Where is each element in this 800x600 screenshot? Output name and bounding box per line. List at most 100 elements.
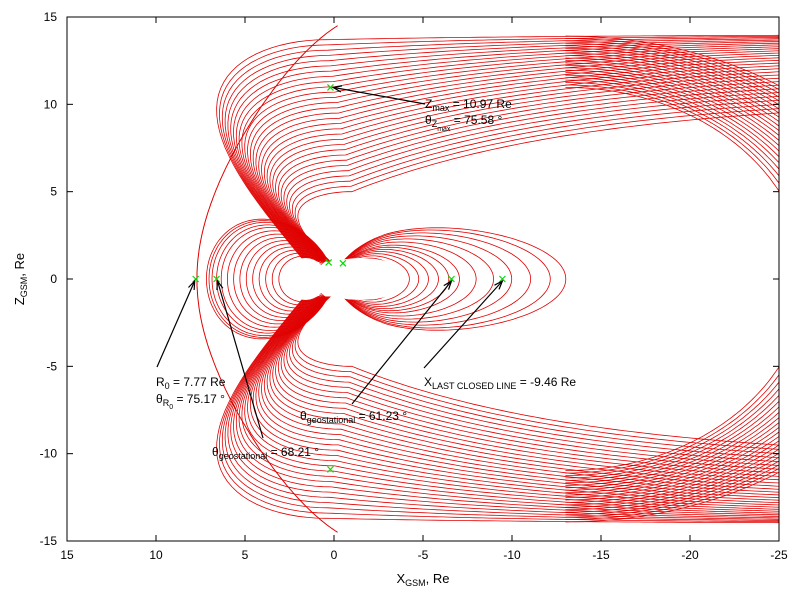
arrow-geo-day: [216, 280, 264, 439]
open-field-line: [277, 84, 779, 262]
lobe-field-line: [565, 47, 779, 511]
open-field-line: [221, 37, 779, 262]
open-field-line: [230, 41, 779, 262]
nightside-field-line: [342, 251, 429, 307]
open-field-line: [230, 296, 779, 517]
lobe-field-line: [565, 62, 779, 496]
open-field-line: [233, 296, 779, 516]
nightside-field-line: [340, 232, 532, 326]
open-field-line: [227, 39, 779, 262]
r0-label: R0 = 7.77 Re: [156, 375, 226, 391]
open-field-line: [277, 296, 779, 474]
open-field-line: [250, 54, 779, 262]
markers: [192, 83, 506, 473]
axis-ticks: 15 10 5 0 -5 -10 -15 -20 -25 15 10 5 0 -5 -10 -15: [40, 10, 788, 562]
lobe-field-line: [565, 84, 779, 474]
open-field-line: [275, 296, 779, 477]
open-field-line: [218, 35, 779, 262]
lobe-field-line: [565, 35, 779, 523]
open-field-line: [247, 296, 779, 506]
open-field-line: [263, 296, 779, 490]
lobe-field-line: [565, 79, 779, 479]
lobe-field-line: [565, 57, 779, 501]
open-field-line: [272, 77, 779, 262]
x-tick-label: -5: [418, 548, 429, 562]
nightside-field-line: [342, 249, 439, 309]
x-axis-title: XGSM, Re: [396, 571, 449, 588]
open-field-line: [286, 95, 779, 262]
x-tick-label: 15: [60, 548, 74, 562]
open-field-line: [280, 296, 779, 470]
open-field-line: [221, 296, 779, 521]
lobe-field-line: [565, 40, 779, 518]
open-field-line: [255, 296, 779, 499]
open-field-line: [252, 296, 779, 501]
open-field-line: [266, 296, 779, 487]
arrow-r0: [156, 280, 196, 368]
y-tick-label: -15: [40, 534, 58, 548]
x-tick-label: -25: [770, 548, 788, 562]
open-field-line: [244, 296, 779, 508]
x-tick-label: -15: [592, 548, 610, 562]
arrow-geo-day-head: [216, 279, 224, 291]
open-field-line: [255, 59, 779, 262]
green-point-marker: [327, 465, 334, 473]
inner-region-night: [312, 258, 409, 300]
annotation-arrows: [156, 85, 504, 439]
green-point-marker: [325, 258, 333, 266]
nightside-field-line: [340, 235, 513, 323]
open-field-line: [258, 296, 779, 496]
lobe-field-line: [565, 38, 779, 520]
annotation-geo-night: θgeostational = 61.23 °: [300, 409, 407, 425]
open-field-line: [297, 112, 779, 262]
open-field-line: [294, 108, 779, 262]
lobe-field-line: [565, 67, 779, 491]
nightside-field-line: [339, 227, 567, 331]
y-tick-label: 15: [44, 10, 58, 24]
y-tick-label: -10: [40, 447, 58, 461]
theta-geo-day-label: θgeostational = 68.21 °: [212, 445, 319, 461]
open-field-line: [286, 296, 779, 463]
arrow-geo-night: [351, 280, 452, 405]
green-point-marker: [498, 275, 506, 283]
open-field-line: [258, 62, 779, 262]
nightside-field-line: [341, 246, 450, 312]
x-tick-label: -10: [503, 548, 521, 562]
annotation-zmax: Zmax = 10.97 Re θZmax = 75.58 °: [425, 97, 512, 133]
xlast-label: XLAST CLOSED LINE = -9.46 Re: [424, 375, 576, 391]
open-field-line: [216, 34, 779, 262]
lobe-field-line: [565, 72, 779, 486]
open-field-line: [263, 68, 779, 262]
nightside-field-line: [340, 229, 551, 329]
arrow-r0-head: [188, 279, 196, 291]
annotation-xlast: XLAST CLOSED LINE = -9.46 Re: [424, 375, 576, 391]
open-field-line: [218, 296, 779, 523]
lobe-field-line: [565, 74, 779, 484]
open-field-line: [275, 81, 779, 262]
theta-geo-night-label: θgeostational = 61.23 °: [300, 409, 407, 425]
green-point-marker: [339, 259, 347, 267]
open-field-line: [269, 296, 779, 484]
open-field-line: [269, 74, 779, 262]
open-field-line: [283, 296, 779, 466]
nightside-field-line: [343, 255, 410, 303]
green-point-marker: [327, 83, 334, 91]
green-point-marker: [448, 275, 455, 283]
lobe-field-line: [565, 82, 779, 476]
open-field-line: [291, 103, 779, 262]
x-tick-label: -20: [681, 548, 699, 562]
lobe-field-line: [565, 45, 779, 513]
y-tick-label: 0: [50, 272, 57, 286]
green-point-marker: [213, 275, 220, 283]
lobe-field-line: [565, 65, 779, 493]
open-field-line: [297, 296, 779, 446]
arrow-zmax-head: [331, 85, 343, 93]
theta-zmax-label: θZmax = 75.58 °: [425, 113, 502, 133]
open-field-line: [250, 296, 779, 504]
x-tick-label: 10: [149, 548, 163, 562]
x-tick-label: 0: [331, 548, 338, 562]
open-field-line: [247, 52, 779, 262]
open-field-line: [272, 296, 779, 481]
lobe-field-line: [565, 43, 779, 515]
